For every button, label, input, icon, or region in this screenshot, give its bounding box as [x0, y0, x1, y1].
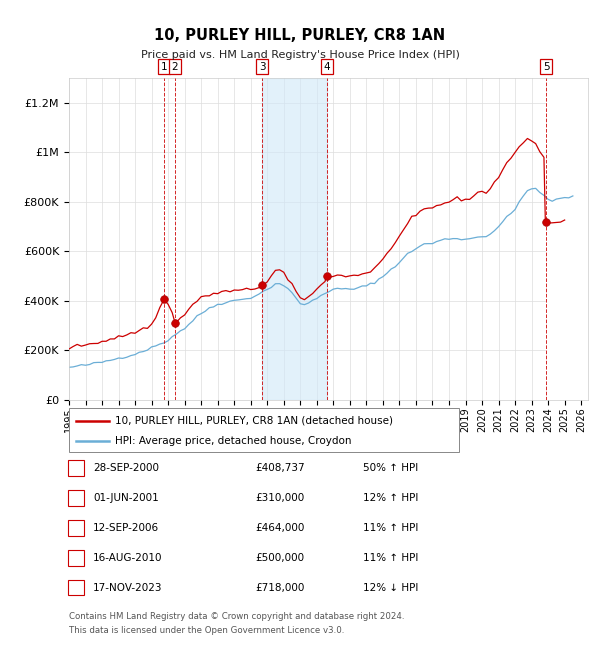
Text: 2: 2 — [172, 62, 178, 72]
Text: 28-SEP-2000: 28-SEP-2000 — [93, 463, 159, 473]
Text: HPI: Average price, detached house, Croydon: HPI: Average price, detached house, Croy… — [115, 436, 352, 446]
Text: 10, PURLEY HILL, PURLEY, CR8 1AN (detached house): 10, PURLEY HILL, PURLEY, CR8 1AN (detach… — [115, 416, 393, 426]
Text: 2: 2 — [73, 493, 79, 503]
Text: 11% ↑ HPI: 11% ↑ HPI — [363, 552, 418, 563]
Text: 17-NOV-2023: 17-NOV-2023 — [93, 582, 163, 593]
Text: £500,000: £500,000 — [255, 552, 304, 563]
Text: This data is licensed under the Open Government Licence v3.0.: This data is licensed under the Open Gov… — [69, 626, 344, 635]
Text: 1: 1 — [73, 463, 79, 473]
Text: 50% ↑ HPI: 50% ↑ HPI — [363, 463, 418, 473]
Text: Price paid vs. HM Land Registry's House Price Index (HPI): Price paid vs. HM Land Registry's House … — [140, 50, 460, 60]
Text: 1: 1 — [161, 62, 167, 72]
Bar — [546, 78, 588, 400]
Text: 4: 4 — [73, 552, 79, 563]
Text: 01-JUN-2001: 01-JUN-2001 — [93, 493, 159, 503]
Text: 10, PURLEY HILL, PURLEY, CR8 1AN: 10, PURLEY HILL, PURLEY, CR8 1AN — [154, 28, 446, 44]
Text: 12-SEP-2006: 12-SEP-2006 — [93, 523, 159, 533]
Bar — [262, 78, 327, 400]
Text: 5: 5 — [543, 62, 550, 72]
Text: Contains HM Land Registry data © Crown copyright and database right 2024.: Contains HM Land Registry data © Crown c… — [69, 612, 404, 621]
Text: 11% ↑ HPI: 11% ↑ HPI — [363, 523, 418, 533]
Text: 16-AUG-2010: 16-AUG-2010 — [93, 552, 163, 563]
Text: 5: 5 — [73, 582, 79, 593]
Text: £310,000: £310,000 — [255, 493, 304, 503]
Text: £408,737: £408,737 — [255, 463, 305, 473]
Text: £718,000: £718,000 — [255, 582, 304, 593]
Text: 12% ↑ HPI: 12% ↑ HPI — [363, 493, 418, 503]
Text: 4: 4 — [324, 62, 331, 72]
Text: 12% ↓ HPI: 12% ↓ HPI — [363, 582, 418, 593]
Text: 3: 3 — [259, 62, 266, 72]
Text: 3: 3 — [73, 523, 79, 533]
Text: £464,000: £464,000 — [255, 523, 304, 533]
